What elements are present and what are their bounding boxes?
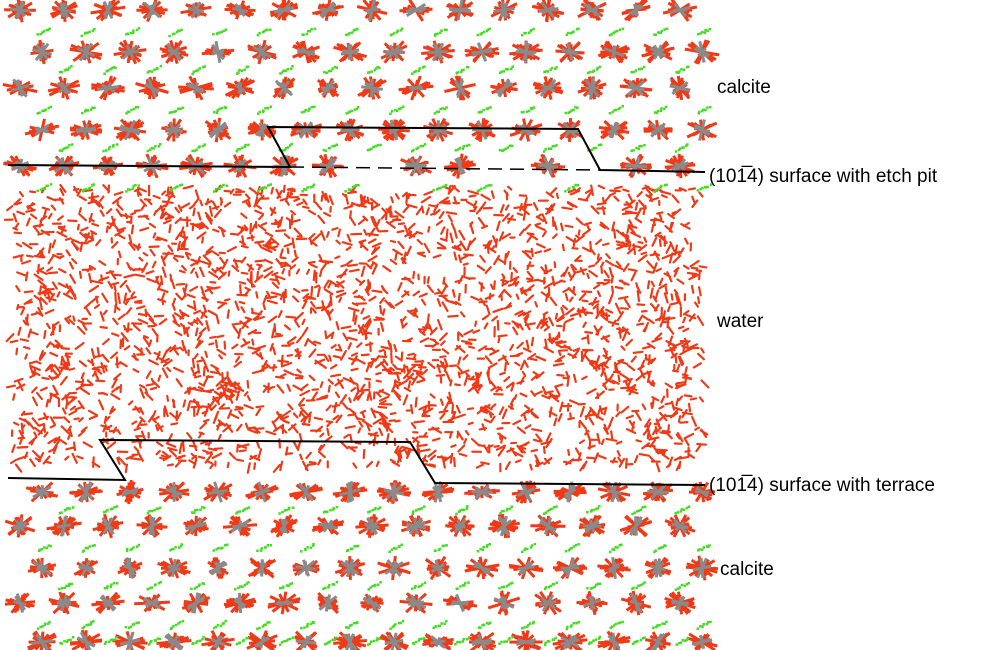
label-etch-pit-surface: (101̅4) surface with etch pit (709, 166, 938, 187)
label-water: water (716, 311, 764, 332)
carbonate-carbon (10, 0, 712, 650)
label-calcite-bottom: calcite (720, 559, 774, 580)
figure: calcite (101̅4) surface with etch pit wa… (0, 0, 1008, 650)
label-terrace-surface: (101̅4) surface with terrace (709, 475, 935, 496)
label-calcite-top: calcite (717, 77, 771, 98)
water-molecules (5, 185, 709, 473)
molecular-snapshot (3, 0, 719, 650)
